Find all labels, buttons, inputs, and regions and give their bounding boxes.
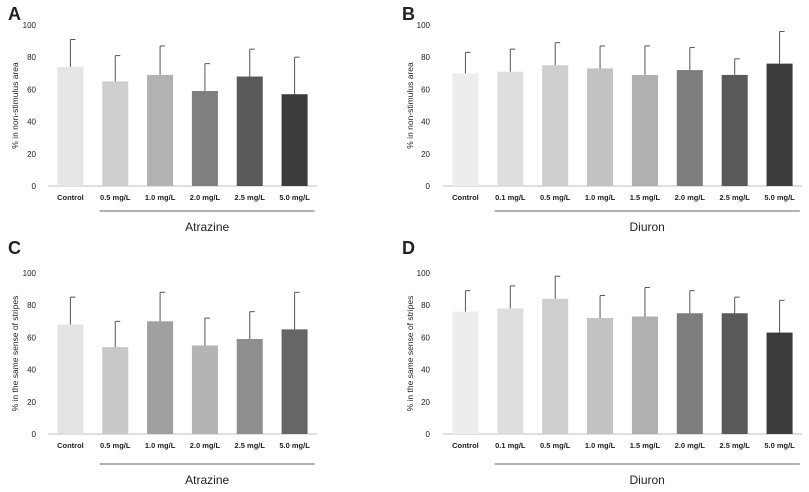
y-tick-label: 40	[27, 118, 36, 127]
bar	[281, 94, 308, 186]
bar	[676, 313, 703, 434]
bar	[281, 329, 308, 434]
bar	[587, 318, 614, 434]
bar	[721, 74, 748, 186]
bar	[587, 68, 614, 186]
x-tick-label: 5.0 mg/L	[764, 441, 795, 450]
y-axis-label: % in the same sense of stripes	[10, 296, 20, 412]
x-tick-label: 5.0 mg/L	[279, 441, 310, 450]
x-tick-label: Control	[57, 441, 84, 450]
group-label: Diuron	[630, 220, 665, 234]
bar	[721, 313, 748, 434]
x-tick-label: 2.0 mg/L	[675, 441, 706, 450]
y-tick-label: 60	[27, 333, 36, 342]
x-tick-label: 2.5 mg/L	[719, 441, 750, 450]
panel-label: B	[402, 4, 415, 24]
chart-panel-b: B 0 20 40 60 80 100 % in non-stimulus area Contr…	[402, 4, 802, 234]
y-tick-label: 20	[27, 150, 36, 159]
y-tick-label: 40	[27, 366, 36, 375]
bar	[676, 70, 703, 186]
y-tick-label: 100	[417, 269, 431, 278]
bar	[236, 339, 263, 434]
x-tick-label: 2.5 mg/L	[719, 193, 750, 202]
y-tick-label: 100	[23, 21, 37, 30]
y-tick-label: 80	[421, 301, 430, 310]
panel-label: D	[402, 238, 415, 258]
bar	[191, 91, 218, 186]
x-tick-label: 0.5 mg/L	[100, 441, 131, 450]
y-tick-label: 80	[27, 53, 36, 62]
group-label: Atrazine	[185, 473, 229, 487]
y-tick-label: 100	[417, 21, 431, 30]
bar	[542, 65, 569, 186]
bar	[766, 63, 793, 186]
x-tick-label: 5.0 mg/L	[764, 193, 795, 202]
y-tick-label: 80	[421, 53, 430, 62]
y-tick-label: 40	[421, 366, 430, 375]
bar	[766, 332, 793, 434]
chart-panel-c: C 0 20 40 60 80 100 % in the same sense of stri…	[8, 238, 317, 487]
y-tick-label: 60	[421, 333, 430, 342]
bar	[102, 347, 129, 434]
x-tick-label: 1.0 mg/L	[145, 441, 176, 450]
y-axis-label: % in the same sense of stripes	[405, 296, 415, 412]
x-tick-label: Control	[57, 193, 84, 202]
bar	[147, 74, 174, 186]
chart-panel-a: A 0 20 40 60 80 100 % in non-stimulus area Contr…	[8, 4, 317, 234]
group-label: Diuron	[630, 473, 665, 487]
bar	[497, 308, 524, 434]
y-tick-label: 0	[426, 182, 431, 191]
x-tick-label: 1.0 mg/L	[585, 193, 616, 202]
x-tick-label: 0.1 mg/L	[495, 441, 526, 450]
bar	[57, 324, 84, 434]
x-tick-label: 1.5 mg/L	[630, 193, 661, 202]
y-tick-label: 40	[421, 118, 430, 127]
x-tick-label: 0.5 mg/L	[100, 193, 131, 202]
bar	[631, 74, 658, 186]
bar	[57, 66, 84, 186]
bar	[497, 71, 524, 186]
x-tick-label: 5.0 mg/L	[279, 193, 310, 202]
x-tick-label: 1.0 mg/L	[145, 193, 176, 202]
bar	[542, 298, 569, 434]
y-tick-label: 20	[421, 150, 430, 159]
group-label: Atrazine	[185, 220, 229, 234]
x-tick-label: 0.5 mg/L	[540, 441, 571, 450]
y-tick-label: 60	[421, 85, 430, 94]
y-tick-label: 0	[426, 430, 431, 439]
bar	[191, 345, 218, 434]
bar	[236, 76, 263, 186]
x-tick-label: 2.0 mg/L	[675, 193, 706, 202]
chart-panel-d: D 0 20 40 60 80 100 % in the same sense of stri…	[402, 238, 802, 487]
y-tick-label: 0	[32, 182, 37, 191]
y-tick-label: 20	[27, 398, 36, 407]
x-tick-label: 2.0 mg/L	[190, 441, 221, 450]
y-axis-label: % in non-stimulus area	[10, 62, 20, 149]
panel-label: A	[8, 4, 21, 24]
x-tick-label: 0.5 mg/L	[540, 193, 571, 202]
y-tick-label: 0	[32, 430, 37, 439]
y-tick-label: 100	[23, 269, 37, 278]
x-tick-label: 1.0 mg/L	[585, 441, 616, 450]
bar	[147, 321, 174, 434]
bar	[631, 316, 658, 434]
panel-label: C	[8, 238, 21, 258]
x-tick-label: Control	[452, 193, 479, 202]
x-tick-label: 2.5 mg/L	[235, 193, 266, 202]
x-tick-label: 0.1 mg/L	[495, 193, 526, 202]
x-tick-label: 2.5 mg/L	[235, 441, 266, 450]
bar	[452, 73, 479, 186]
y-tick-label: 80	[27, 301, 36, 310]
x-tick-label: 2.0 mg/L	[190, 193, 221, 202]
bar	[102, 81, 129, 186]
y-tick-label: 20	[421, 398, 430, 407]
y-tick-label: 60	[27, 85, 36, 94]
y-axis-label: % in non-stimulus area	[405, 62, 415, 149]
bar	[452, 311, 479, 434]
x-tick-label: Control	[452, 441, 479, 450]
x-tick-label: 1.5 mg/L	[630, 441, 661, 450]
